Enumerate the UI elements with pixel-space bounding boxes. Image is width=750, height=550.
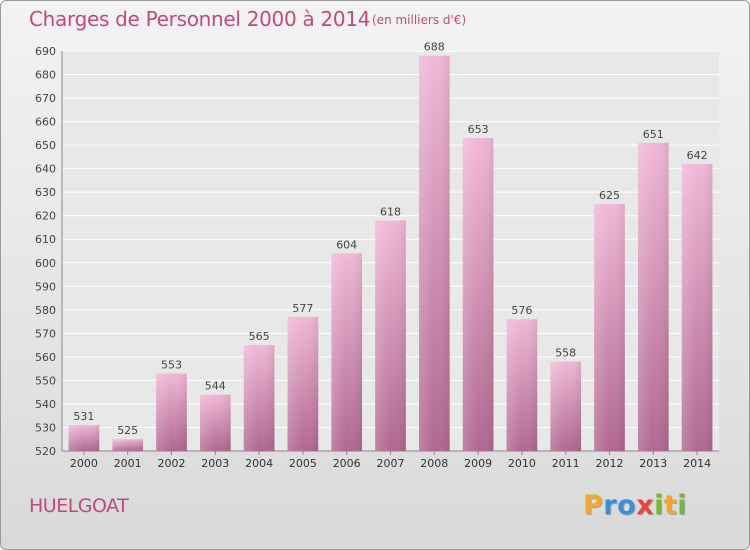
data-label: 544 [205,380,226,393]
data-label: 642 [687,149,708,162]
bar-shade [375,220,406,451]
x-tick-label: 2009 [464,457,492,470]
y-tick-label: 660 [35,116,56,129]
y-tick-label: 520 [35,445,56,458]
data-label: 576 [511,304,532,317]
x-tick-label: 2014 [683,457,711,470]
bar-shade [637,142,669,451]
y-tick-label: 530 [35,421,56,434]
data-label: 553 [161,358,182,371]
y-tick-label: 650 [35,139,56,152]
bar-shade [550,361,582,451]
logo-letter: x [636,490,655,521]
x-tick-label: 2004 [245,457,273,470]
logo-letter: o [617,490,637,521]
y-tick-label: 570 [35,327,56,340]
y-tick-label: 610 [35,233,56,246]
y-tick-label: 680 [35,69,56,82]
bar-shade [681,163,713,452]
data-label: 525 [117,424,138,437]
bar-shade [287,316,319,451]
y-tick-label: 620 [35,210,56,223]
x-tick-label: 2010 [508,457,536,470]
y-tick-label: 540 [35,398,56,411]
data-label: 604 [336,238,357,251]
x-tick-label: 2005 [289,457,317,470]
data-label: 653 [468,123,489,136]
y-tick-label: 670 [35,92,56,105]
data-label: 618 [380,205,401,218]
x-tick-label: 2012 [596,457,624,470]
bar-shade [199,394,231,451]
town-name: HUELGOAT [29,495,129,517]
y-tick-label: 550 [35,374,56,387]
data-label: 558 [555,347,576,360]
proxiti-logo: Proxiti [583,490,687,521]
chart-title: Charges de Personnel 2000 à 2014 [29,7,371,31]
bar-shade [418,55,450,452]
x-tick-label: 2008 [420,457,448,470]
data-label: 577 [292,302,313,315]
x-tick-label: 2011 [552,457,580,470]
bar-shade [68,425,100,451]
data-label: 625 [599,189,620,202]
bar-shade [243,345,275,451]
logo-letter: t [663,490,678,521]
y-tick-label: 580 [35,304,56,317]
y-tick-label: 630 [35,186,56,199]
x-tick-label: 2003 [201,457,229,470]
y-tick-label: 560 [35,351,56,364]
x-tick-label: 2000 [70,457,98,470]
y-tick-label: 600 [35,257,56,270]
x-tick-label: 2006 [333,457,361,470]
x-tick-label: 2002 [158,457,186,470]
x-tick-label: 2007 [377,457,405,470]
logo-letter: r [603,490,618,521]
logo-letter: i [677,490,688,521]
bar-shade [156,373,187,451]
logo-letter: P [583,490,604,521]
bar-shade [594,203,625,451]
chart-subtitle: (en milliers d'€) [372,13,467,27]
bar-shade [506,319,538,451]
data-label: 565 [249,330,270,343]
data-label: 651 [643,128,664,141]
y-tick-label: 690 [35,45,56,58]
data-label: 688 [424,41,445,54]
bar-shade [462,138,494,451]
y-tick-label: 640 [35,163,56,176]
bar-shade [331,253,363,451]
y-tick-label: 590 [35,280,56,293]
logo-letter: i [654,490,664,521]
x-tick-label: 2001 [114,457,142,470]
x-tick-label: 2013 [639,457,667,470]
bar-shade [112,439,144,451]
data-label: 531 [73,410,94,423]
